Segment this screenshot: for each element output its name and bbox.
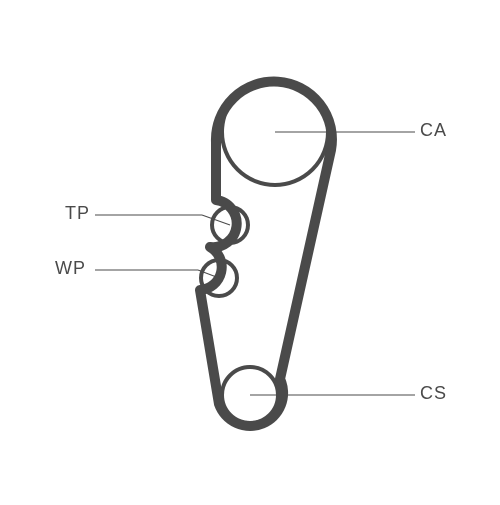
tp-label: TP — [65, 203, 90, 224]
timing-belt-diagram: CA TP WP CS — [0, 0, 500, 500]
belt-svg — [0, 0, 500, 500]
cs-label: CS — [420, 383, 447, 404]
ca-label: CA — [420, 120, 447, 141]
wp-label: WP — [55, 258, 86, 279]
